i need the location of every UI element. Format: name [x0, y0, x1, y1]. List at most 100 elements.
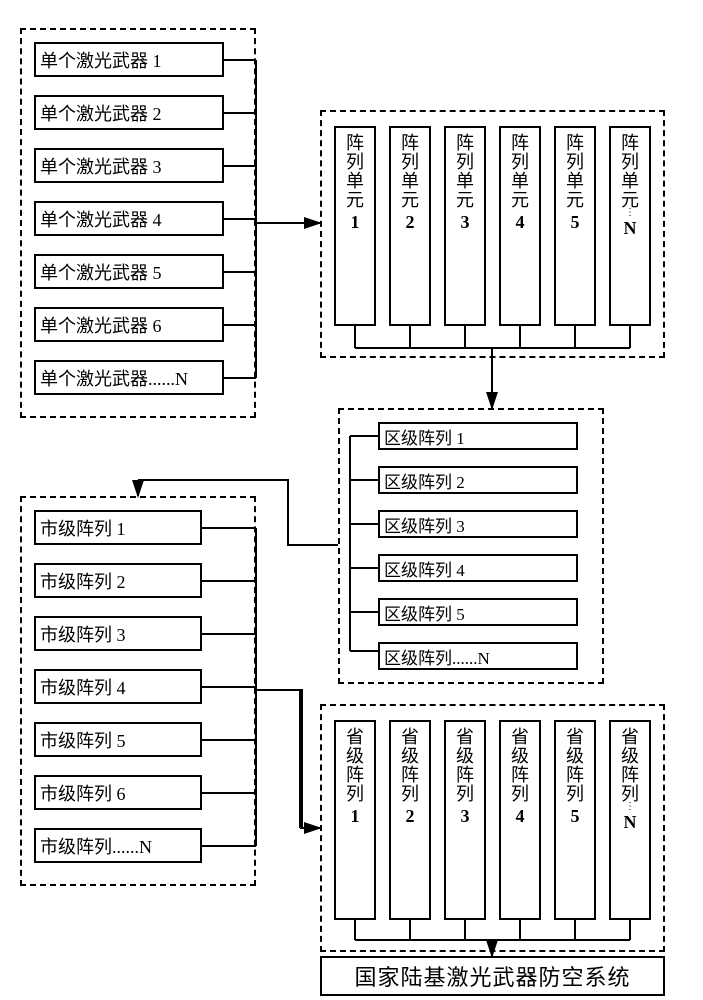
city-label: 市级阵列 2	[40, 568, 126, 594]
district-label: 区级阵列 3	[384, 512, 465, 537]
vchar: 省	[566, 728, 584, 747]
city-label: 市级阵列......N	[40, 833, 152, 859]
vchar: 列	[511, 153, 529, 172]
array-unit-3: 阵列单元3	[444, 126, 486, 326]
ellipsis: ⋮	[625, 210, 635, 216]
vchar: 列	[456, 785, 474, 804]
prov-num: 5	[571, 806, 580, 827]
city-2: 市级阵列 2	[34, 563, 202, 598]
prov-num: N	[624, 812, 637, 833]
prov-num: 2	[406, 806, 415, 827]
vchar: 元	[346, 191, 364, 210]
city-label: 市级阵列 6	[40, 780, 126, 806]
district-5: 区级阵列 5	[378, 598, 578, 626]
prov-num: 4	[516, 806, 525, 827]
final-system-box: 国家陆基激光武器防空系统	[320, 956, 665, 996]
vchar: 单	[456, 172, 474, 191]
vchar: 阵	[346, 766, 364, 785]
vchar: 阵	[401, 134, 419, 153]
district-label: 区级阵列 1	[384, 424, 465, 449]
ellipsis: ⋮	[625, 804, 635, 810]
weapon-label: 单个激光武器 6	[40, 312, 162, 338]
province-5: 省级阵列5	[554, 720, 596, 920]
city-7: 市级阵列......N	[34, 828, 202, 863]
district-1: 区级阵列 1	[378, 422, 578, 450]
city-label: 市级阵列 5	[40, 727, 126, 753]
vchar: 省	[456, 728, 474, 747]
unit-num: 3	[461, 212, 470, 233]
district-label: 区级阵列 5	[384, 600, 465, 625]
weapon-3: 单个激光武器 3	[34, 148, 224, 183]
weapon-6: 单个激光武器 6	[34, 307, 224, 342]
district-4: 区级阵列 4	[378, 554, 578, 582]
weapon-label: 单个激光武器 4	[40, 206, 162, 232]
city-5: 市级阵列 5	[34, 722, 202, 757]
city-label: 市级阵列 3	[40, 621, 126, 647]
vchar: 单	[401, 172, 419, 191]
vchar: 阵	[511, 134, 529, 153]
vchar: 省	[621, 728, 639, 747]
province-6: 省级阵列⋮N	[609, 720, 651, 920]
vchar: 阵	[456, 766, 474, 785]
district-3: 区级阵列 3	[378, 510, 578, 538]
city-label: 市级阵列 4	[40, 674, 126, 700]
vchar: 元	[511, 191, 529, 210]
province-4: 省级阵列4	[499, 720, 541, 920]
vchar: 元	[566, 191, 584, 210]
province-3: 省级阵列 3	[444, 720, 486, 920]
vchar: 级	[456, 747, 474, 766]
unit-num: 4	[516, 212, 525, 233]
vchar: 阵	[621, 134, 639, 153]
vchar: 级	[566, 747, 584, 766]
weapon-1: 单个激光武器 1	[34, 42, 224, 77]
array-unit-6: 阵列单元⋮N	[609, 126, 651, 326]
province-2: 省级阵列 2	[389, 720, 431, 920]
array-unit-2: 阵列单元2	[389, 126, 431, 326]
array-unit-5: 阵列单元5	[554, 126, 596, 326]
vchar: 级	[621, 747, 639, 766]
vchar: 列	[346, 153, 364, 172]
vchar: 阵	[456, 134, 474, 153]
vchar: 阵	[401, 766, 419, 785]
weapon-5: 单个激光武器 5	[34, 254, 224, 289]
weapon-label: 单个激光武器 5	[40, 259, 162, 285]
vchar: 单	[621, 172, 639, 191]
vchar: 级	[346, 747, 364, 766]
district-2: 区级阵列 2	[378, 466, 578, 494]
city-1: 市级阵列 1	[34, 510, 202, 545]
vchar: 省	[401, 728, 419, 747]
vchar: 省	[346, 728, 364, 747]
weapon-label: 单个激光武器 3	[40, 153, 162, 179]
vchar: 列	[401, 153, 419, 172]
vchar: 列	[621, 153, 639, 172]
vchar: 单	[566, 172, 584, 191]
weapon-label: 单个激光武器 1	[40, 47, 162, 73]
weapon-label: 单个激光武器......N	[40, 365, 188, 391]
city-4: 市级阵列 4	[34, 669, 202, 704]
unit-num: N	[624, 218, 637, 239]
array-unit-4: 阵列单元4	[499, 126, 541, 326]
district-label: 区级阵列......N	[384, 644, 490, 669]
city-label: 市级阵列 1	[40, 515, 126, 541]
vchar: 列	[401, 785, 419, 804]
district-label: 区级阵列 2	[384, 468, 465, 493]
province-1: 省级阵列1	[334, 720, 376, 920]
vchar: 元	[401, 191, 419, 210]
prov-num: 3	[461, 806, 470, 827]
weapon-7: 单个激光武器......N	[34, 360, 224, 395]
city-6: 市级阵列 6	[34, 775, 202, 810]
district-label: 区级阵列 4	[384, 556, 465, 581]
weapon-2: 单个激光武器 2	[34, 95, 224, 130]
vchar: 列	[511, 785, 529, 804]
vchar: 阵	[621, 766, 639, 785]
vchar: 级	[401, 747, 419, 766]
weapon-4: 单个激光武器 4	[34, 201, 224, 236]
vchar: 阵	[346, 134, 364, 153]
city-3: 市级阵列 3	[34, 616, 202, 651]
vchar: 阵	[511, 766, 529, 785]
prov-num: 1	[351, 806, 360, 827]
vchar: 列	[456, 153, 474, 172]
unit-num: 1	[351, 212, 360, 233]
vchar: 阵	[566, 134, 584, 153]
district-6: 区级阵列......N	[378, 642, 578, 670]
